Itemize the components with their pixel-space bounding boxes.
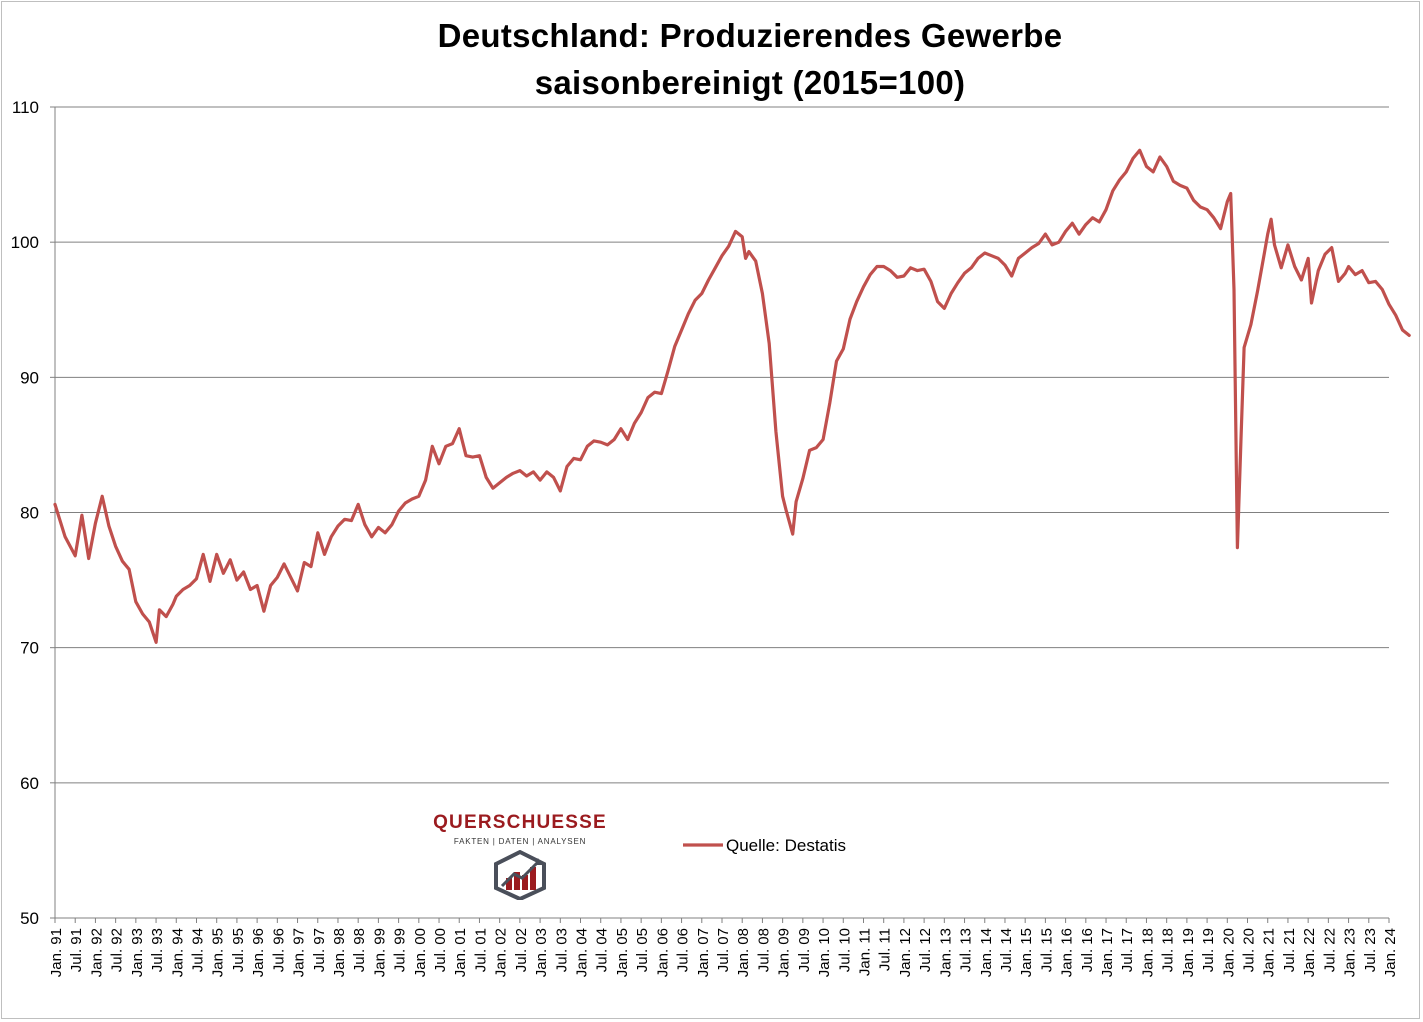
x-tick-label: Jan. 95 <box>210 928 227 977</box>
x-tick-label: Jul. 05 <box>634 928 651 972</box>
x-tick-label: Jul. 21 <box>1281 928 1298 972</box>
x-tick-label: Jul. 16 <box>1079 928 1096 972</box>
x-tick-label: Jan. 20 <box>1220 928 1237 977</box>
x-tick-label: Jan. 04 <box>574 928 591 977</box>
y-tick-label: 110 <box>12 98 39 117</box>
x-tick-label: Jan. 94 <box>169 928 186 977</box>
x-tick-label: Jan. 13 <box>937 928 954 977</box>
x-tick-label: Jul. 23 <box>1362 928 1379 972</box>
x-tick-label: Jul. 09 <box>796 928 813 972</box>
x-tick-label: Jul. 99 <box>392 928 409 972</box>
x-tick-label: Jan. 03 <box>533 928 550 977</box>
x-axis-ticks: Jan. 91 Jul. 91 Jan. 92 Jul. 92 Jan. 93 Jul. … <box>48 918 1399 977</box>
x-tick-label: Jan. 17 <box>1099 928 1116 977</box>
x-tick-label: Jul. 04 <box>594 928 611 972</box>
x-tick-label: Jan. 05 <box>614 928 631 977</box>
x-tick-label: Jul. 17 <box>1119 928 1136 972</box>
x-tick-label: Jan. 15 <box>1018 928 1035 977</box>
x-tick-label: Jan. 96 <box>250 928 267 977</box>
x-tick-label: Jan. 02 <box>493 928 510 977</box>
y-tick-label: 90 <box>20 368 39 387</box>
x-tick-label: Jan. 00 <box>412 928 429 977</box>
x-tick-label: Jul. 98 <box>351 928 368 972</box>
x-tick-label: Jan. 97 <box>291 928 308 977</box>
x-tick-label: Jan. 93 <box>129 928 146 977</box>
x-tick-label: Jul. 15 <box>1038 928 1055 972</box>
chart-title-line-2: saisonbereinigt (2015=100) <box>534 64 966 101</box>
x-tick-label: Jan. 12 <box>897 928 914 977</box>
x-tick-label: Jan. 19 <box>1180 928 1197 977</box>
y-axis-ticks: 50 60 70 80 90 100 110 <box>11 98 55 928</box>
x-tick-label: Jan. 06 <box>654 928 671 977</box>
y-tick-label: 60 <box>20 774 39 793</box>
x-tick-label: Jan. 99 <box>371 928 388 977</box>
gridlines <box>55 106 1389 784</box>
y-tick-label: 50 <box>20 909 39 928</box>
x-tick-label: Jul. 18 <box>1160 928 1177 972</box>
x-tick-label: Jan. 98 <box>331 928 348 977</box>
x-tick-label: Jul. 12 <box>917 928 934 972</box>
x-tick-label: Jul. 00 <box>432 928 449 972</box>
x-tick-label: Jul. 91 <box>68 928 85 972</box>
x-tick-label: Jul. 92 <box>109 928 126 972</box>
chart-title: Deutschland: Produzierendes Gewerbe sais… <box>0 12 1423 106</box>
querschuesse-logo: QUERSCHUESSE FAKTEN | DATEN | ANALYSEN <box>432 812 608 905</box>
x-tick-label: Jan. 23 <box>1342 928 1359 977</box>
x-tick-label: Jul. 07 <box>715 928 732 972</box>
x-tick-label: Jan. 22 <box>1301 928 1318 977</box>
y-tick-label: 100 <box>11 233 39 252</box>
logo-tagline: FAKTEN | DATEN | ANALYSEN <box>453 837 587 846</box>
x-tick-label: Jan. 92 <box>88 928 105 977</box>
x-tick-label: Jul. 97 <box>311 928 328 972</box>
logo-wordmark: QUERSCHUESSE <box>433 812 607 833</box>
x-tick-label: Jul. 08 <box>755 928 772 972</box>
x-tick-label: Jan. 10 <box>816 928 833 977</box>
x-tick-label: Jan. 18 <box>1139 928 1156 977</box>
y-tick-label: 80 <box>20 504 39 523</box>
x-tick-label: Jul. 10 <box>836 928 853 972</box>
x-tick-label: Jul. 19 <box>1200 928 1217 972</box>
y-tick-label: 70 <box>20 639 39 658</box>
x-tick-label: Jul. 22 <box>1321 928 1338 972</box>
x-tick-label: Jul. 93 <box>149 928 166 972</box>
legend-label-0: Quelle: Destatis <box>726 836 846 855</box>
x-tick-label: Jul. 01 <box>472 928 489 972</box>
x-tick-label: Jul. 96 <box>270 928 287 972</box>
legend: Quelle: Destatis <box>683 836 846 855</box>
x-tick-label: Jan. 16 <box>1059 928 1076 977</box>
x-tick-label: Jan. 14 <box>978 928 995 977</box>
x-tick-label: Jan. 21 <box>1261 928 1278 977</box>
series-line-0 <box>53 148 1411 644</box>
x-tick-label: Jan. 07 <box>695 928 712 977</box>
x-tick-label: Jan. 91 <box>48 928 65 977</box>
x-tick-label: Jul. 02 <box>513 928 530 972</box>
x-tick-label: Jan. 11 <box>856 928 873 976</box>
x-tick-label: Jul. 14 <box>998 928 1015 972</box>
x-tick-label: Jul. 13 <box>958 928 975 972</box>
x-tick-label: Jul. 03 <box>553 928 570 972</box>
x-tick-label: Jul. 95 <box>230 928 247 972</box>
series-layer <box>53 148 1411 644</box>
hexagon-chart-icon <box>494 849 546 902</box>
x-tick-label: Jan. 09 <box>776 928 793 977</box>
x-tick-label: Jan. 01 <box>452 928 469 977</box>
x-tick-label: Jul. 06 <box>675 928 692 972</box>
x-tick-label: Jan. 24 <box>1382 928 1399 977</box>
x-tick-label: Jul. 11 <box>877 928 894 971</box>
x-tick-label: Jan. 08 <box>735 928 752 977</box>
x-tick-label: Jul. 20 <box>1241 928 1258 972</box>
x-tick-label: Jul. 94 <box>189 928 206 972</box>
chart-title-line-1: Deutschland: Produzierendes Gewerbe <box>437 17 1063 54</box>
